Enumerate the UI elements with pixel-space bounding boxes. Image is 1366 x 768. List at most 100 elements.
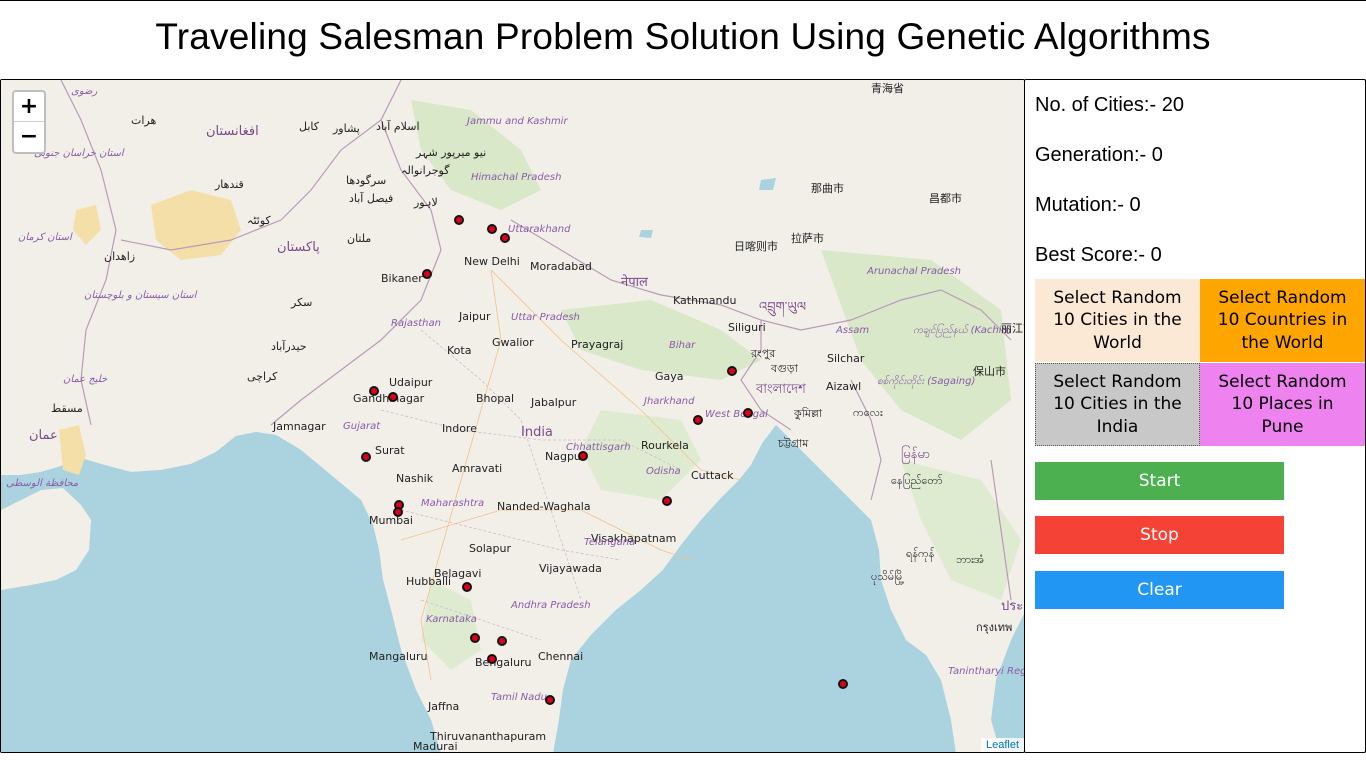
city-marker[interactable] [369,386,379,396]
start-button[interactable]: Start [1035,462,1284,500]
map-label: سرگودھا [346,174,387,187]
map-label: Madurai [413,740,458,753]
map-label: عمان [29,428,58,443]
map-label: استان کرمان [18,232,72,243]
map-label: Rourkela [641,439,689,452]
city-marker[interactable] [454,215,464,225]
map-label: ပုသိမ်မြို့ [871,570,905,583]
city-marker[interactable] [727,366,737,376]
map-label: Surat [375,444,405,457]
city-marker[interactable] [743,408,753,418]
map-label: محافظة الوسطى [6,478,79,489]
city-marker[interactable] [388,392,398,402]
map-attribution[interactable]: Leaflet [980,738,1024,752]
map-label: Hubballi [406,575,452,588]
map-label: Himachal Pradesh [471,172,562,183]
map-label: اسلام آباد [376,120,420,133]
random-world-countries-button[interactable]: Select Random 10 Countries in the World [1200,279,1365,362]
map-label: Uttar Pradesh [511,312,580,323]
city-marker[interactable] [470,633,480,643]
map-label: Jaffna [428,700,460,713]
map-label: Jaipur [459,310,491,323]
map-label: ရန်ကုန် [906,547,935,560]
random-india-cities-button[interactable]: Select Random 10 Cities in the India [1035,363,1200,446]
map-label: འབྲུག་ཡུལ [759,300,807,315]
map-label: Chennai [538,650,584,663]
map-label: Amravati [452,462,503,475]
map-label: پاکستان [277,240,320,255]
city-marker[interactable] [487,654,497,664]
map-label: ဘားအံ [956,553,985,566]
random-world-cities-button[interactable]: Select Random 10 Cities in the World [1035,279,1200,362]
map-label: افغانستان [206,124,259,139]
map-label: نیو میرپور شہر [416,146,487,159]
random-pune-places-button[interactable]: Select Random 10 Places in Pune [1200,363,1365,446]
map-label: 保山市 [973,365,1006,378]
map-label: Solapur [469,542,511,555]
map-label: قندهار [215,178,244,191]
city-marker[interactable] [487,224,497,234]
map[interactable]: + − هرات افغانستان کابل پشاور اسلام آباد Jamm… [0,79,1025,753]
city-marker[interactable] [497,636,507,646]
map-label: سکر [291,296,313,309]
map-label: Visakhapatnam [591,532,677,545]
map-label: ကချင်ပြည်နယ် (Kachin) [913,325,1012,336]
map-label: 丽江市 [1001,322,1024,335]
map-label: 昌都市 [929,192,962,205]
zoom-out-button[interactable]: − [19,124,39,149]
map-label: Mumbai [369,514,413,527]
map-label: Jabalpur [531,396,577,409]
city-marker[interactable] [500,233,510,243]
map-label: Aizawl [826,380,862,393]
map-label: ကလေး [853,406,883,419]
map-label: New Delhi [464,255,520,268]
map-label: বগুড়া [771,362,798,375]
map-label: Tamil Nadu [491,692,547,703]
city-marker[interactable] [838,679,848,689]
map-label: Vijayawada [539,562,602,575]
zoom-in-button[interactable]: + [14,92,44,122]
map-label: Bihar [669,340,696,351]
map-label: Mangaluru [369,650,428,663]
map-label: বাংলাদেশ [756,382,806,397]
map-label: Bikaner [381,272,423,285]
city-marker[interactable] [545,695,555,705]
city-marker[interactable] [393,507,403,517]
mutation-count: Mutation:- 0 [1035,194,1141,216]
clear-button[interactable]: Clear [1035,571,1284,609]
city-marker[interactable] [662,496,672,506]
page-title: Traveling Salesman Problem Solution Usin… [155,16,1211,57]
map-label: استان سیستان و بلوچستان [84,290,197,301]
map-label: هرات [131,114,157,127]
map-label: زاهدان [104,250,136,263]
map-label: مسقط [51,402,83,415]
city-marker[interactable] [693,415,703,425]
map-label: नेपाल [621,275,648,290]
zoom-control: + − [12,90,46,154]
map-label: စစ်ကိုင်းတိုင်း (Sagaing) [877,376,976,387]
map-label: Karnataka [426,614,477,625]
map-label: กรุงเทพ [976,621,1013,634]
city-marker[interactable] [361,452,371,462]
map-label: Gwalior [492,336,534,349]
map-label: Siliguri [728,321,766,334]
map-label: ประเ [1001,599,1024,614]
map-label: Andhra Pradesh [511,600,591,611]
city-marker[interactable] [578,451,588,461]
city-marker[interactable] [422,269,432,279]
map-label: استان خراسان جنوبی [34,148,124,159]
map-label: فیصل آباد [349,192,394,205]
stop-button[interactable]: Stop [1035,516,1284,554]
map-label: Gujarat [343,421,381,432]
map-label: Maharashtra [421,498,485,509]
city-marker[interactable] [462,582,472,592]
map-label: گوجرانوالہ [401,164,450,177]
map-label: 青海省 [871,82,904,95]
map-label: Nashik [396,472,434,485]
map-label: رضوی [71,86,98,97]
map-label: Thiruvananthapuram [430,730,547,743]
map-label: Belagavi [434,567,482,580]
map-label: کابل [299,120,319,133]
map-label: West Bengal [705,409,768,420]
map-label: Prayagraj [571,338,624,351]
